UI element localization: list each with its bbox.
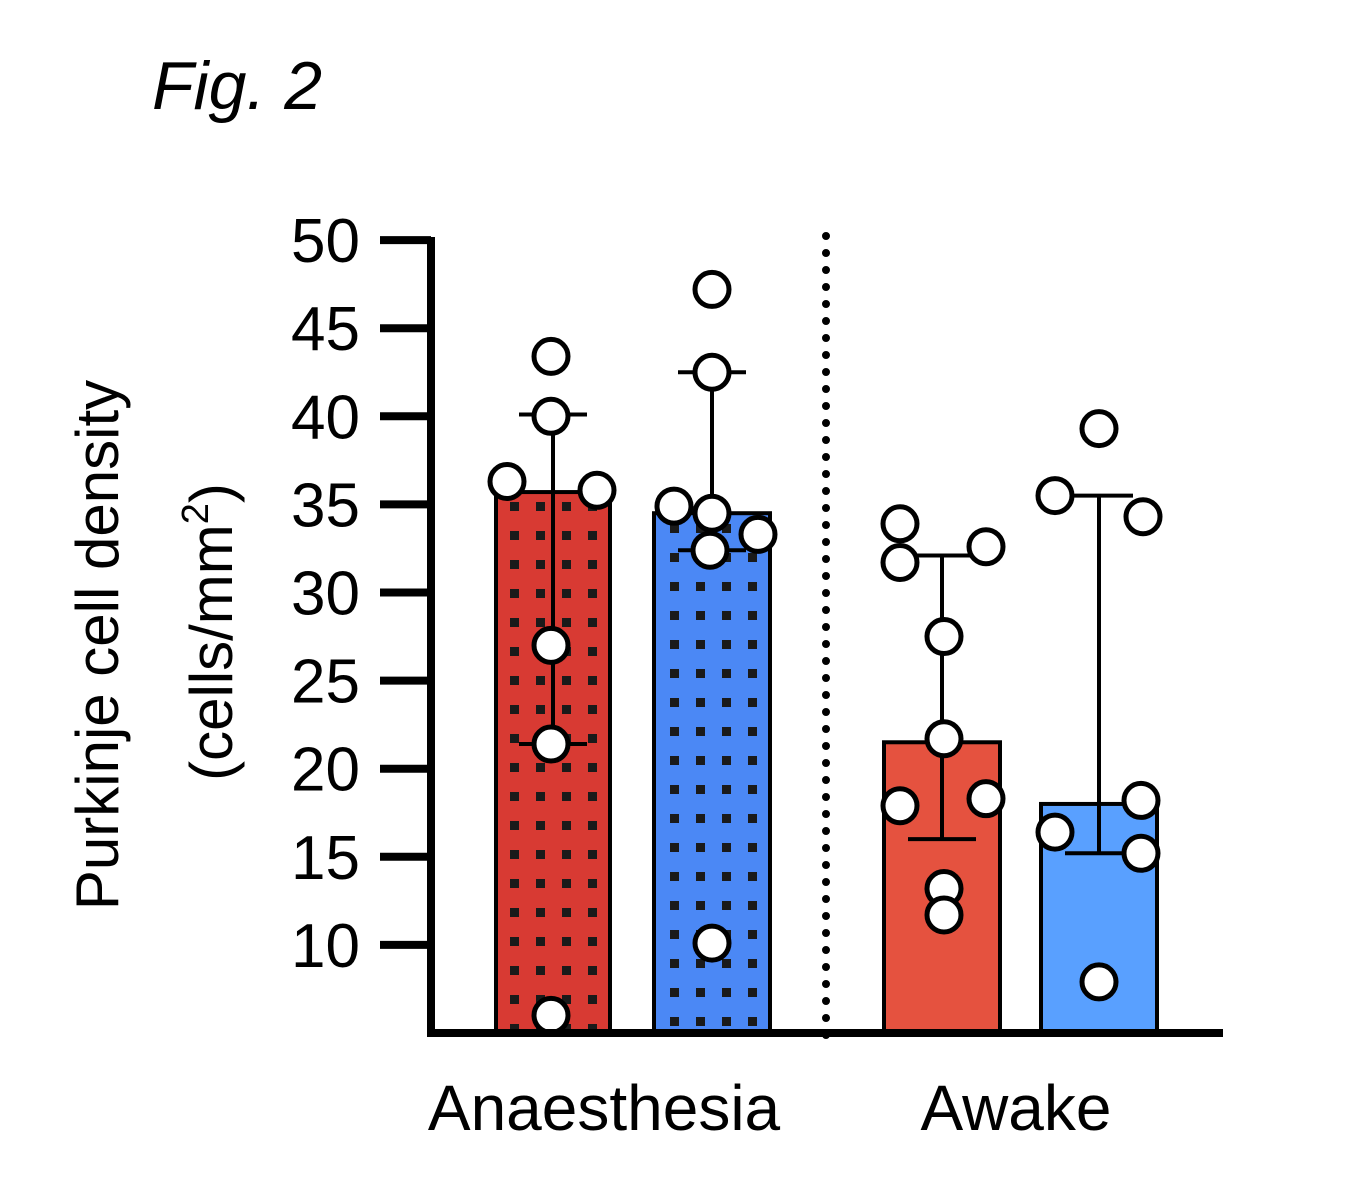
y-tick-label: 25 [291,648,360,717]
data-point [924,617,964,657]
y-tick-label: 50 [291,207,360,276]
data-point [654,486,694,526]
data-point [966,779,1006,819]
y-axis-unit-superscript: 2 [175,503,217,524]
y-axis: 10 15 20 25 30 35 40 45 50 [291,207,435,1037]
data-point [1079,962,1119,1002]
data-point [880,504,920,544]
data-point [692,923,732,963]
data-point [924,895,964,935]
data-point [1121,780,1161,820]
y-axis-unit-suffix: ) [178,483,245,503]
y-axis-label: Purkinje cell density (cells/mm2) [64,380,245,910]
data-point [692,269,732,309]
data-point [531,625,571,665]
y-tick-label: 10 [291,912,360,981]
data-point [880,543,920,583]
data-point [1123,497,1163,537]
y-axis-label-line2: (cells/mm2) [175,483,245,781]
data-point [738,514,778,554]
data-point [924,719,964,759]
data-point [531,724,571,764]
data-point [1121,833,1161,873]
data-point [487,461,527,501]
data-point [692,493,732,533]
group-label-awake: Awake [921,1072,1112,1144]
y-tick-label: 40 [291,383,360,452]
y-axis-unit-prefix: (cells/mm [178,524,245,781]
data-point [531,995,571,1035]
y-tick-label: 15 [291,824,360,893]
data-point [1079,409,1119,449]
data-point [577,470,617,510]
data-points [487,269,1163,1035]
y-tick-label: 30 [291,560,360,629]
data-point [880,786,920,826]
y-tick-label: 35 [291,471,360,540]
data-point [692,352,732,392]
figure-label: Fig. 2 [152,48,323,124]
group-label-anaesthesia: Anaesthesia [428,1072,781,1144]
data-point [966,527,1006,567]
data-point [1035,812,1075,852]
data-point [690,530,730,570]
y-axis-label-line1: Purkinje cell density [64,380,131,910]
data-point [531,396,571,436]
data-point [531,336,571,376]
y-tick-label: 45 [291,295,360,364]
data-point [1035,476,1075,516]
error-bars [519,370,1133,856]
y-tick-label: 20 [291,736,360,805]
